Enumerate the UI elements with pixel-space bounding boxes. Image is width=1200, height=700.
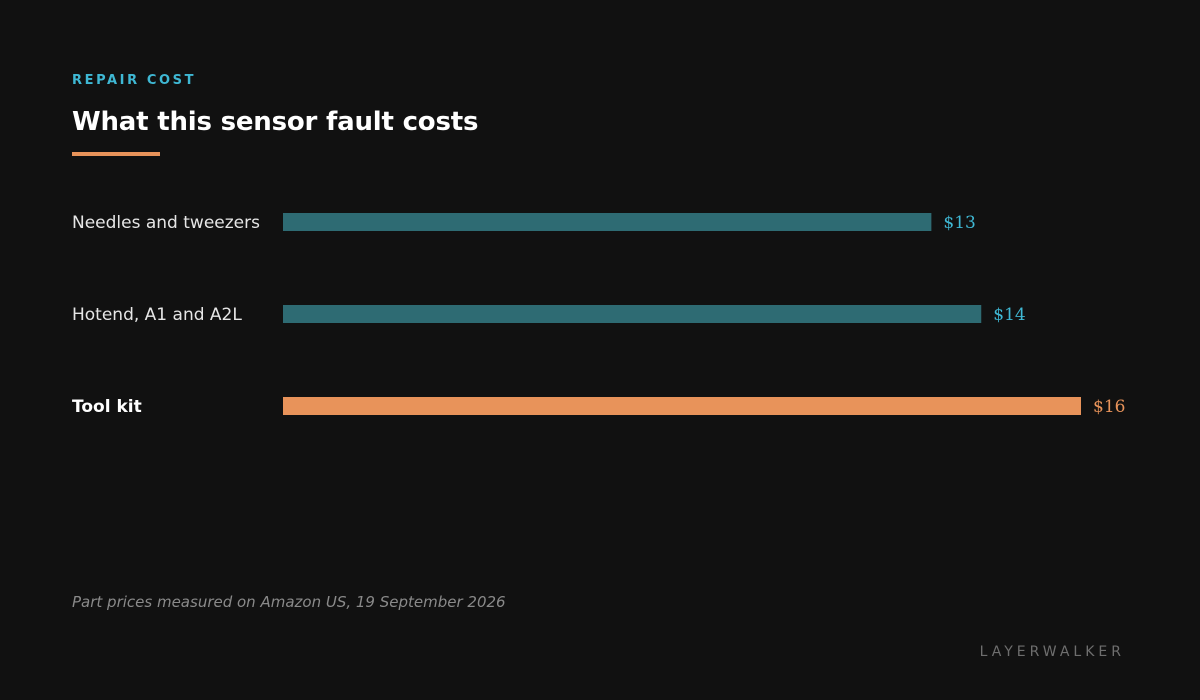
value-label: $16 (1093, 397, 1125, 417)
source-footnote: Part prices measured on Amazon US, 19 Se… (72, 593, 506, 611)
brand-wordmark: LAYERWALKER (979, 644, 1125, 660)
title-underline (72, 152, 160, 156)
value-label: $13 (943, 213, 975, 233)
category-label: Needles and tweezers (72, 213, 260, 233)
chart-title: What this sensor fault costs (72, 107, 479, 137)
category-label: Tool kit (72, 397, 142, 417)
category-label: Hotend, A1 and A2L (72, 305, 242, 325)
bar (283, 213, 932, 231)
value-label: $14 (993, 305, 1025, 325)
section-eyebrow: REPAIR COST (72, 73, 197, 88)
bar (283, 305, 982, 323)
bar (283, 397, 1081, 415)
